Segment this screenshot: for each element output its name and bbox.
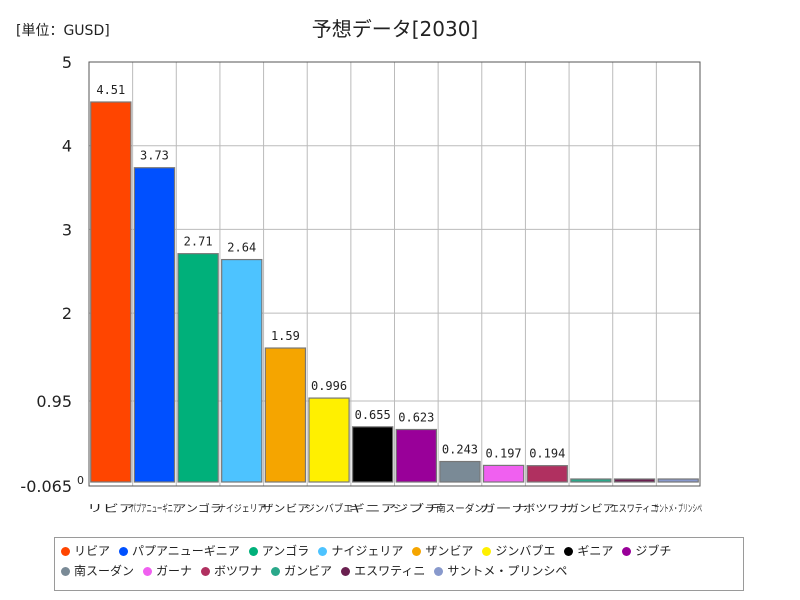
x-tick-label: サントメ・プリンシペ xyxy=(654,503,702,515)
unit-label: [単位：GUSD] xyxy=(16,23,110,39)
legend-item: ザンビア xyxy=(412,541,473,561)
data-label: 0.623 xyxy=(398,411,434,425)
legend-swatch xyxy=(482,547,492,556)
legend-item: ジブチ xyxy=(622,541,671,561)
y-tick-label: 4 xyxy=(62,137,72,156)
legend-label: ギニア xyxy=(577,544,614,558)
legend-swatch xyxy=(434,567,444,576)
y-tick-label: -0.065 xyxy=(20,477,72,496)
legend-swatch xyxy=(318,547,328,556)
legend-item: ナイジェリア xyxy=(318,541,403,561)
legend-swatch xyxy=(143,567,153,576)
legend-label: ザンビア xyxy=(425,544,474,558)
data-label: 1.59 xyxy=(271,329,300,343)
legend: リビア パプアニューギニア アンゴラ ナイジェリア ザンビア ジンバブエ ギニア ジブチ南スー… xyxy=(54,537,744,591)
bar xyxy=(613,478,656,483)
bar xyxy=(482,464,525,483)
x-tick-label: ザンビア xyxy=(262,503,310,515)
x-tick-label: ボツワナ xyxy=(523,503,571,515)
legend-swatch xyxy=(341,567,351,576)
x-tick-label: パプアニューギニア xyxy=(131,503,179,515)
bar xyxy=(221,258,263,483)
data-label: 0.197 xyxy=(486,446,522,460)
y-tick-label: 5 xyxy=(62,53,72,72)
bar xyxy=(133,167,176,483)
legend-label: ナイジェリア xyxy=(331,544,404,558)
x-tick-label: ジブチ xyxy=(393,502,441,515)
data-label: 2.64 xyxy=(227,241,256,255)
legend-item: 南スーダン xyxy=(61,561,134,581)
legend-item: パプアニューギニア xyxy=(119,541,240,561)
bar xyxy=(177,253,219,483)
legend-label: ガンビア xyxy=(284,564,333,578)
y-tick-label: 0.95 xyxy=(36,392,72,411)
data-label: 2.71 xyxy=(184,235,213,249)
legend-swatch xyxy=(412,547,422,556)
legend-label: アンゴラ xyxy=(261,544,310,558)
legend-item: アンゴラ xyxy=(248,541,310,561)
bar xyxy=(308,397,350,483)
legend-item: ガーナ xyxy=(143,561,192,581)
data-labels: 4.51 3.73 2.71 2.64 1.59 0.996 0.655 0.623 0.243… xyxy=(96,83,565,461)
legend-item: ジンバブエ xyxy=(482,541,555,561)
data-label: 0.996 xyxy=(311,379,347,393)
data-label: 0.243 xyxy=(442,443,478,457)
bar xyxy=(352,426,394,483)
data-label: 0.655 xyxy=(355,408,391,422)
legend-label: ジンバブエ xyxy=(495,544,556,558)
legend-swatch xyxy=(248,547,258,556)
legend-swatch xyxy=(61,547,70,556)
zero-label: 0 xyxy=(77,474,84,487)
legend-label: リビア xyxy=(74,544,111,558)
legend-label: 南スーダン xyxy=(74,564,135,578)
plot-frame xyxy=(88,61,701,487)
bar xyxy=(439,460,481,483)
x-tick-label: 南スーダン xyxy=(436,502,484,515)
legend-label: ジブチ xyxy=(635,544,672,558)
legend-item: サントメ・プリンシペ xyxy=(434,561,567,581)
chart-title: 予想データ[2030] xyxy=(312,17,479,41)
x-tick-label: ギニア xyxy=(349,503,397,515)
legend-label: ガーナ xyxy=(156,564,193,578)
x-tick-label: リビア xyxy=(87,503,135,515)
legend-item: エスワティニ xyxy=(341,561,425,581)
legend-swatch xyxy=(271,567,281,576)
legend-label: エスワティニ xyxy=(354,564,426,578)
data-label: 3.73 xyxy=(140,149,169,163)
bar xyxy=(264,347,307,483)
x-tick-label: ガーナ xyxy=(480,503,528,515)
x-tick-label: ナイジェリア xyxy=(218,503,266,515)
x-tick-label: ガンビア xyxy=(567,503,615,515)
bar xyxy=(90,101,132,483)
bar xyxy=(526,465,568,483)
legend-swatch xyxy=(564,547,574,556)
legend-label: ボツワナ xyxy=(214,564,263,578)
legend-swatch xyxy=(119,547,129,556)
data-label: 0.194 xyxy=(529,447,565,461)
bars xyxy=(90,101,699,483)
legend-label: サントメ・プリンシペ xyxy=(447,564,568,578)
legend-swatch xyxy=(622,547,632,556)
x-tick-label: ジンバブエ xyxy=(305,502,353,515)
data-label: 4.51 xyxy=(96,83,125,97)
legend-item: ギニア xyxy=(564,541,613,561)
legend-item: ガンビア xyxy=(271,561,332,581)
y-tick-label: 2 xyxy=(62,304,72,323)
legend-item: リビア xyxy=(61,541,110,561)
legend-swatch xyxy=(61,567,70,576)
x-tick-label: エスワティニ xyxy=(611,504,659,515)
bar xyxy=(395,428,437,483)
y-axis-ticks: 5 4 3 2 0.95 -0.065 0 xyxy=(20,53,84,496)
bar xyxy=(657,478,699,483)
bar xyxy=(570,478,612,483)
legend-label: パプアニューギニア xyxy=(132,544,240,558)
legend-swatch xyxy=(201,567,211,576)
y-tick-label: 3 xyxy=(62,220,72,239)
legend-item: ボツワナ xyxy=(201,561,262,581)
x-tick-label: アンゴラ xyxy=(174,502,222,515)
